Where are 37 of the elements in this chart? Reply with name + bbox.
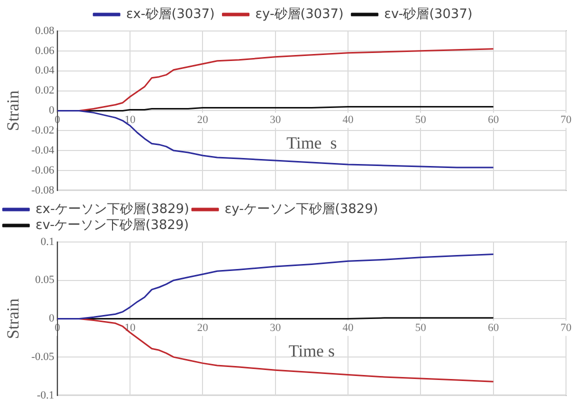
x-tick-label: 50 <box>415 322 427 334</box>
x-tick-label: 70 <box>560 322 572 334</box>
y-tick-label: -0.1 <box>36 389 54 402</box>
x-tick-label: 10 <box>124 114 136 126</box>
x-tick-label: 60 <box>488 322 500 334</box>
y-tick-label: -0.02 <box>31 124 54 137</box>
y-axis-title: Strain <box>4 298 23 340</box>
y-tick-label: 0.05 <box>35 274 55 286</box>
x-tick-label: 50 <box>415 114 427 126</box>
legend-label: εx-ケーソン下砂層(3829) <box>36 202 190 217</box>
y-tick-label: 0.04 <box>35 64 55 77</box>
y-axis-title: Strain <box>4 90 23 132</box>
x-axis-title: Time s <box>288 342 335 361</box>
y-tick-label: -0.06 <box>31 164 55 176</box>
x-tick-label: 20 <box>197 114 209 126</box>
y-tick-label: -0.05 <box>31 350 55 363</box>
x-tick-label: 70 <box>560 114 572 126</box>
legend-label: εx-砂層(3037) <box>126 6 215 22</box>
y-tick-label: 0.1 <box>40 236 54 248</box>
x-tick-label: 20 <box>197 322 209 334</box>
x-tick-label: 40 <box>342 322 354 334</box>
x-tick-label: 40 <box>342 114 354 126</box>
legend-label: εv-ケーソン下砂層(3829) <box>36 218 189 233</box>
x-tick-label: 60 <box>488 114 500 126</box>
legend-label: εy-ケーソン下砂層(3829) <box>224 202 378 217</box>
y-tick-label: 0 <box>48 312 55 325</box>
x-axis-title: Time s <box>286 134 337 153</box>
y-tick-label: 0.02 <box>35 84 54 97</box>
legend-label: εy-砂層(3037) <box>255 6 344 22</box>
y-tick-label: -0.04 <box>31 144 55 156</box>
y-tick-label: 0.06 <box>35 44 55 57</box>
y-tick-label: 0 <box>48 104 55 117</box>
y-tick-label: -0.08 <box>31 184 55 196</box>
y-tick-label: 0.08 <box>35 24 55 37</box>
x-tick-label: 30 <box>270 114 282 126</box>
legend-label: εv-砂層(3037) <box>384 6 472 22</box>
x-tick-label: 30 <box>270 322 282 334</box>
